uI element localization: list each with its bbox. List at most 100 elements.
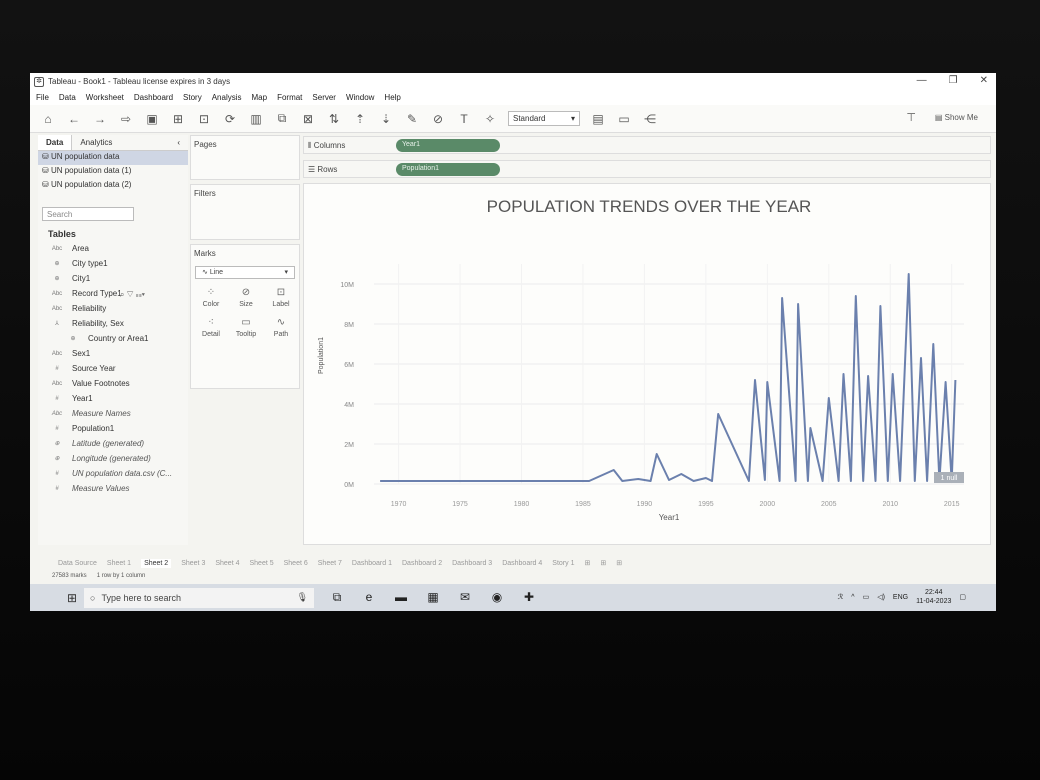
sheet-tab[interactable]: Sheet 2 [141,558,172,568]
pages-card[interactable]: Pages [190,135,300,180]
people-icon[interactable]: ℛ [837,594,844,601]
menu-map[interactable]: Map [251,93,268,102]
field-item[interactable]: # UN population data.csv (C... [38,466,188,481]
task-view-icon[interactable]: ⧉ [332,590,342,604]
field-item[interactable]: Abc Area [38,241,188,256]
field-item[interactable]: ⊕ City type1 [38,256,188,271]
field-item[interactable]: ⊕ Longitude (generated) [38,451,188,466]
tooltip-button[interactable]: ▭ Tooltip [230,317,262,345]
collapse-pane-icon[interactable]: ‹ [177,138,180,147]
tab-analytics[interactable]: Analytics [80,138,113,147]
line-chart[interactable]: 0M 2M 4M 6M 8M 10M 1970 1975 1980 1985 1990 1995 200… [304,184,992,546]
store-icon[interactable]: ▦ [427,590,439,604]
path-button[interactable]: ∿ Path [265,317,297,345]
view-options-icon[interactable]: ☷▾ [135,290,146,299]
tab-data[interactable]: Data [38,135,73,150]
field-item[interactable]: # Source Year [38,361,188,376]
field-item[interactable]: # Year1 [38,391,188,406]
presentation-icon[interactable]: ▭ [618,111,630,126]
new-story-tab-icon[interactable]: ⊞ [616,560,623,567]
volume-icon[interactable]: ◁) [877,594,885,601]
language-indicator[interactable]: ENG [892,593,909,601]
refresh-icon[interactable]: ⟳ [224,111,236,126]
sheet-tab[interactable]: Sheet 3 [181,559,206,567]
sheet-tab[interactable]: Story 1 [552,559,575,567]
field-item[interactable]: ⅄ Reliability, Sex [38,316,188,331]
menu-worksheet[interactable]: Worksheet [85,93,124,102]
sheet-tab[interactable]: Sheet 1 [106,559,132,567]
windows-start-icon[interactable]: ⊞ [66,590,78,605]
rows-pill[interactable]: Population1 [396,163,500,176]
data-source-item[interactable]: ⛁ UN population data (1) [42,166,132,175]
sheet-tab[interactable]: Dashboard 2 [402,559,443,567]
field-item[interactable]: Abc Sex1 [38,346,188,361]
close-icon[interactable]: ✕ [979,75,988,86]
menu-server[interactable]: Server [312,93,336,102]
sheet-tab[interactable]: Dashboard 3 [452,559,493,567]
pin-icon[interactable]: ⊤ [906,112,916,124]
share-icon[interactable]: ⋲ [644,111,656,126]
filters-card[interactable]: Filters [190,184,300,240]
menu-window[interactable]: Window [345,93,375,102]
sheet-tab[interactable]: Sheet 6 [283,559,308,567]
highlight-icon[interactable]: ✎ [406,111,418,126]
data-source-item[interactable]: ⛁ UN population data [38,151,188,165]
show-me-button[interactable]: ▤ Show Me [934,113,978,122]
clock[interactable]: 22:44 11-04-2023 [916,588,951,606]
menu-data[interactable]: Data [58,93,76,102]
menu-analysis[interactable]: Analysis [211,93,242,102]
search-icon[interactable]: ⌕ [120,290,125,299]
minimize-icon[interactable]: — [916,75,927,86]
menu-dashboard[interactable]: Dashboard [133,93,174,102]
menu-format[interactable]: Format [277,93,303,102]
field-item[interactable]: ⊕ City1 [38,271,188,286]
add-datasource-icon[interactable]: ⊞ [172,111,184,126]
save-icon[interactable]: ▣ [146,111,158,126]
columns-pill[interactable]: Year1 [396,139,500,152]
field-search-input[interactable]: Search [42,207,134,221]
field-item[interactable]: Abc Value Footnotes [38,376,188,391]
new-worksheet-tab-icon[interactable]: ⊞ [584,560,591,567]
field-item[interactable]: Abc Record Type1 [38,286,188,301]
sort-ascending-icon[interactable]: ⇡ [354,111,366,126]
mail-icon[interactable]: ✉ [459,590,471,604]
sheet-tab[interactable]: Dashboard 4 [502,559,543,567]
clear-sheet-icon[interactable]: ⊠ [302,111,314,126]
menu-story[interactable]: Story [183,93,202,102]
field-item[interactable]: ⊕ Country or Area1 [38,331,188,346]
new-dashboard-tab-icon[interactable]: ⊞ [600,560,607,567]
sort-descending-icon[interactable]: ⇣ [380,111,392,126]
field-item[interactable]: # Measure Values [38,481,188,496]
taskbar-search[interactable]: ○ Type here to search 🎙 [84,587,314,608]
sheet-tab[interactable]: Data Source [58,559,97,567]
detail-button[interactable]: ⁖ Detail [195,317,227,345]
columns-shelf[interactable]: ⦀ Columns Year1 [303,136,991,154]
sheet-tab[interactable]: Sheet 5 [249,559,274,567]
fit-select[interactable]: Standard ▾ [508,111,580,126]
field-item[interactable]: ⊕ Latitude (generated) [38,436,188,451]
new-worksheet-icon[interactable]: ▥ [250,111,262,126]
rows-shelf[interactable]: ☰ Rows Population1 [303,160,991,178]
duplicate-icon[interactable]: ⧉ [277,111,287,125]
size-button[interactable]: ⊘ Size [230,287,262,315]
tray-overflow-icon[interactable]: ^ [851,593,855,601]
field-item[interactable]: Abc Reliability [38,301,188,316]
field-item[interactable]: # Population1 [38,421,188,436]
cards-icon[interactable]: ▤ [592,111,604,126]
menu-file[interactable]: File [36,93,49,102]
sheet-tab[interactable]: Dashboard 1 [351,559,392,567]
undo-icon[interactable]: ← [68,111,80,126]
file-explorer-icon[interactable]: ▬ [395,590,407,604]
field-item[interactable]: Abc Measure Names [38,406,188,421]
new-datasource-icon[interactable]: ⇨ [120,111,132,126]
edge-icon[interactable]: e [365,590,373,604]
labels-icon[interactable]: T [460,111,468,126]
redo-icon[interactable]: → [94,111,106,126]
pause-updates-icon[interactable]: ⊡ [198,111,210,126]
filter-icon[interactable]: ▽ [126,290,134,299]
color-button[interactable]: ⁘ Color [195,287,227,315]
battery-icon[interactable]: ▭ [862,594,870,601]
data-source-item[interactable]: ⛁ UN population data (2) [42,180,132,189]
home-icon[interactable]: ⌂ [44,111,52,126]
pin-axis-icon[interactable]: ✧ [484,111,496,126]
